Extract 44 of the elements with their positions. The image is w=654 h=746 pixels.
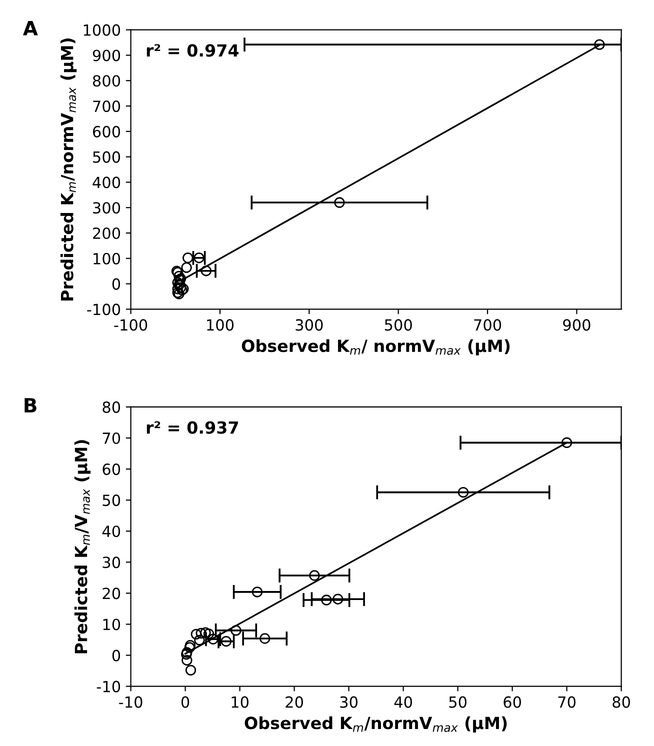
y-tick-label: 100 [94, 252, 120, 264]
y-tick-label: 50 [102, 494, 120, 506]
y-tick-label: 900 [92, 50, 120, 62]
x-tick-label: 80 [612, 696, 630, 708]
x-tick-label: 0 [181, 696, 190, 708]
y-tick-label: 10 [103, 618, 120, 630]
x-tick-label: 50 [449, 696, 467, 708]
x-tick-label: 20 [286, 696, 304, 708]
y-tick-label: 700 [93, 100, 120, 112]
y-tick-label: 600 [92, 126, 120, 138]
y-tick-label: 200 [93, 227, 120, 240]
y-tick-label: 60 [102, 464, 120, 476]
x-tick-label: 100 [207, 319, 234, 331]
y-tick-label: 800 [92, 75, 120, 87]
y-axis-title: Predicted K$_{m}$/V$_{max}$ (μM) [74, 440, 91, 654]
chart-title: B [24, 398, 36, 412]
y-tick-label: 500 [93, 151, 120, 163]
y-tick-label: -10 [96, 680, 120, 692]
x-tick-label: 60 [504, 696, 522, 708]
y-tick-label: 400 [92, 176, 120, 188]
x-tick-label: 300 [296, 319, 323, 331]
y-tick-label: 40 [102, 526, 120, 538]
y-tick-label: 30 [102, 556, 120, 568]
x-tick-label: 500 [384, 319, 412, 331]
x-tick-label: 70 [558, 696, 576, 708]
x-tick-label: 40 [394, 696, 412, 708]
x-axis-title: Observed K$_{m}$/ normV$_{max}$ (μM) [242, 339, 510, 356]
y-tick-label: 300 [93, 202, 120, 214]
y-tick-label: -100 [87, 304, 120, 316]
y-tick-label: 20 [102, 588, 120, 600]
y-tick-label: 80 [102, 401, 120, 413]
chart-title: A [22, 21, 38, 36]
x-tick-label: 700 [474, 319, 502, 331]
y-tick-label: 0 [112, 650, 120, 662]
y-tick-label: 70 [102, 432, 120, 444]
y-axis-title: Predicted K$_{m}$/normV$_{max}$ (μM) [60, 38, 77, 300]
annotation: r² = 0.937 [146, 421, 238, 434]
x-tick-label: 30 [340, 696, 358, 708]
x-tick-label: 900 [563, 319, 590, 331]
annotation: r² = 0.974 [146, 44, 239, 57]
x-tick-label: 10 [232, 696, 249, 708]
y-tick-label: 0 [112, 278, 120, 290]
x-axis-title: Observed K$_{m}$/normV$_{max}$ (μM) [244, 716, 507, 733]
y-tick-label: 1000 [84, 24, 120, 36]
